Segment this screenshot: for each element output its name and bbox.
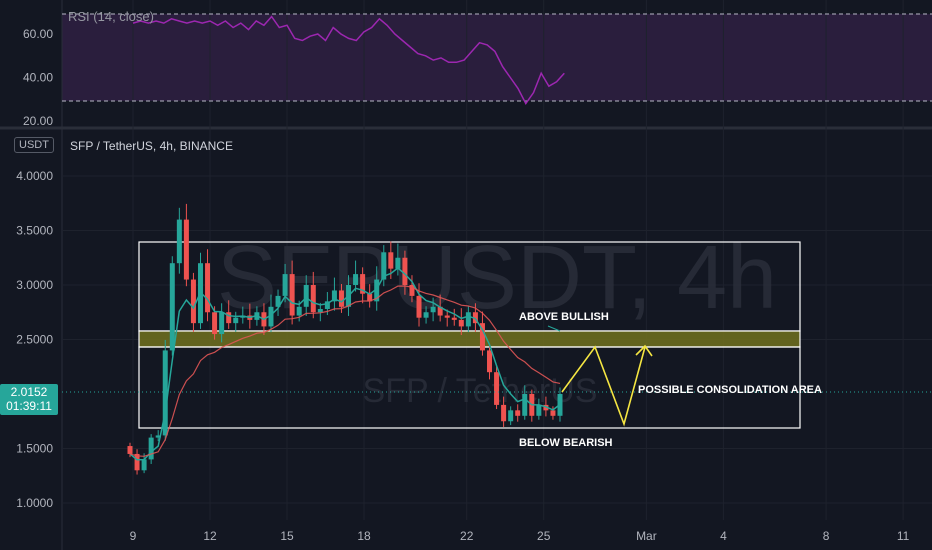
candle-body xyxy=(430,306,436,313)
candle-body xyxy=(205,263,211,313)
candle-body xyxy=(212,312,218,335)
price-tick-label: 3.5000 xyxy=(16,224,53,238)
candle-body xyxy=(317,308,323,313)
candle-body xyxy=(190,279,196,324)
support-zone[interactable] xyxy=(138,330,801,348)
candle-body xyxy=(479,323,485,351)
candle-body xyxy=(451,317,457,320)
candle-body xyxy=(388,252,394,269)
currency-label[interactable]: USDT xyxy=(14,137,54,153)
candle-body xyxy=(219,312,225,335)
last-price-tag: 2.0152 01:39:11 xyxy=(0,384,58,415)
candle-body xyxy=(550,410,556,416)
time-tick-label: 4 xyxy=(720,529,727,543)
candle-body xyxy=(367,293,373,302)
candle-body xyxy=(402,257,408,285)
rsi-y-axis: 60.00 40.00 20.00 xyxy=(23,27,53,128)
candle-body xyxy=(275,295,281,307)
candle-body xyxy=(338,290,344,307)
candle-body xyxy=(233,317,239,324)
time-tick-label: 9 xyxy=(130,529,137,543)
candle-body xyxy=(437,306,443,316)
rsi-band-fill xyxy=(62,14,932,101)
candle-body xyxy=(331,290,337,302)
candle-body xyxy=(395,257,401,269)
time-tick-label: 25 xyxy=(537,529,551,543)
grid-lines xyxy=(62,0,932,520)
candle-body xyxy=(148,437,154,460)
rsi-legend[interactable]: RSI (14, close) xyxy=(68,9,154,24)
projection-arrow[interactable] xyxy=(561,345,646,427)
candle-body xyxy=(536,404,542,416)
candle-body xyxy=(360,274,366,294)
candle-body xyxy=(423,312,429,318)
candle-body xyxy=(141,459,147,471)
candle-body xyxy=(444,315,450,318)
candle-body xyxy=(465,312,471,327)
candle-body xyxy=(155,435,161,438)
price-tick-label: 1.5000 xyxy=(16,442,53,456)
annotation-pointer xyxy=(547,325,561,332)
watermark-main: SFPUSDT, 4h xyxy=(217,228,777,328)
price-tick-label: 3.0000 xyxy=(16,278,53,292)
ema-slow-line xyxy=(129,285,561,457)
candle-body xyxy=(409,285,415,296)
candle-body xyxy=(487,350,493,373)
price-y-axis: 4.0000 3.5000 3.0000 2.5000 1.5000 1.0000 xyxy=(16,169,53,510)
above-bullish-label: ABOVE BULLISH xyxy=(519,311,609,323)
candle-body xyxy=(282,274,288,296)
rsi-tick-label: 60.00 xyxy=(23,27,53,41)
candle-body xyxy=(268,306,274,327)
candle-body xyxy=(324,301,330,309)
candle-body xyxy=(134,453,140,471)
candle-body xyxy=(494,372,500,405)
arrow-head xyxy=(635,344,653,357)
candle-body xyxy=(289,274,295,316)
candle-body xyxy=(127,446,133,454)
candle-body xyxy=(515,410,521,416)
consolidation-label: POSSIBLE CONSOLIDATION AREA xyxy=(638,384,822,396)
price-tick-label: 2.5000 xyxy=(16,333,53,347)
price-tick-label: 4.0000 xyxy=(16,169,53,183)
bearish-box[interactable] xyxy=(138,346,801,429)
price-tick-label: 1.0000 xyxy=(16,496,53,510)
candle-body xyxy=(508,410,514,422)
candle-body xyxy=(501,404,507,422)
time-tick-label: 11 xyxy=(897,529,910,543)
candle-body xyxy=(458,319,464,327)
candle-body xyxy=(303,285,309,307)
candle-body xyxy=(176,219,182,264)
candle-body xyxy=(543,404,549,411)
candle-body xyxy=(162,350,168,436)
time-tick-label: 15 xyxy=(280,529,294,543)
time-tick-label: 22 xyxy=(460,529,474,543)
candle-body xyxy=(522,394,528,416)
time-tick-label: 18 xyxy=(357,529,371,543)
candle-body xyxy=(183,219,189,280)
rsi-line xyxy=(132,15,565,106)
time-tick-label: 12 xyxy=(203,529,217,543)
candle-body xyxy=(472,312,478,324)
candle-body xyxy=(226,312,232,324)
candle-body xyxy=(381,252,387,280)
last-price-value: 2.0152 xyxy=(10,385,48,399)
time-tick-label: 8 xyxy=(823,529,830,543)
candle-body xyxy=(353,274,359,285)
candle-body xyxy=(296,306,302,316)
candle-body xyxy=(416,295,422,318)
bar-countdown: 01:39:11 xyxy=(6,399,52,413)
candle-body xyxy=(374,279,380,302)
series-title[interactable]: SFP / TetherUS, 4h, BINANCE xyxy=(70,139,233,153)
candle-body xyxy=(169,263,175,351)
rsi-tick-label: 20.00 xyxy=(23,114,53,128)
candle-body xyxy=(310,285,316,313)
time-x-axis: 9 12 15 18 22 25 Mar 4 8 11 xyxy=(130,529,910,543)
time-tick-label: Mar xyxy=(636,529,657,543)
rsi-tick-label: 40.00 xyxy=(23,71,53,85)
ema-fast-line xyxy=(129,267,561,461)
below-bearish-label: BELOW BEARISH xyxy=(519,437,613,449)
